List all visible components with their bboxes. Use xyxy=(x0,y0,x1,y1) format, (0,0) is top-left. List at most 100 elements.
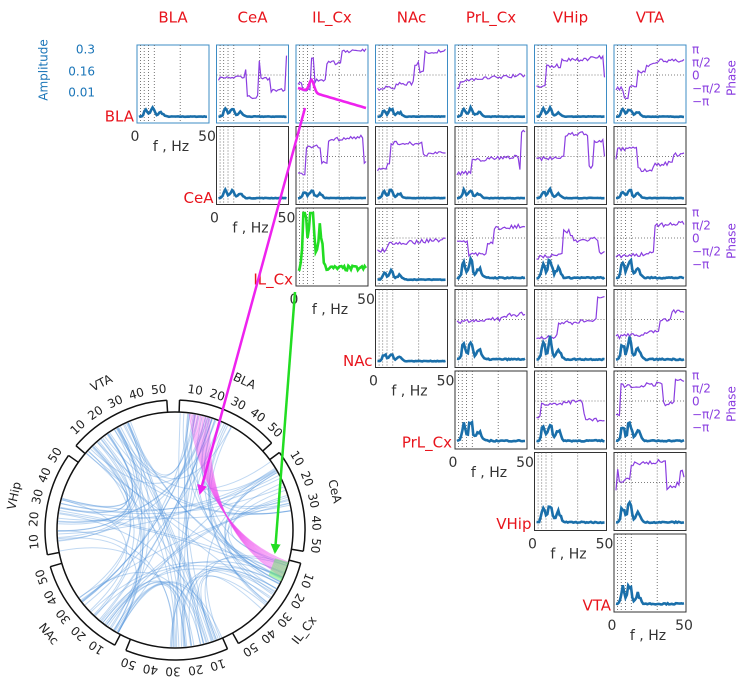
chord xyxy=(224,472,278,593)
panel-frame xyxy=(454,207,528,287)
highlight-band xyxy=(268,558,289,582)
freq-tick: 50 xyxy=(437,374,455,390)
chord xyxy=(90,561,280,613)
phase-tick: π xyxy=(692,206,699,220)
chord xyxy=(204,419,290,509)
panel xyxy=(613,207,687,287)
ring-tick: 40 xyxy=(309,515,324,531)
chord xyxy=(59,513,219,639)
row-label: CeA xyxy=(184,189,215,207)
ring-tick: 30 xyxy=(165,664,180,678)
chord xyxy=(191,414,281,583)
chord xyxy=(102,496,288,623)
ring-tick: 50 xyxy=(119,655,138,673)
freq-label: f , Hz xyxy=(312,302,348,318)
chord xyxy=(170,575,266,647)
panel xyxy=(534,126,607,205)
chord xyxy=(58,471,277,535)
panel-frame xyxy=(534,452,607,531)
chord xyxy=(169,566,280,647)
segment-arc xyxy=(278,452,306,552)
amplitude-curve xyxy=(616,188,685,200)
chord xyxy=(185,414,201,645)
chord xyxy=(227,482,283,582)
segment-edge xyxy=(47,551,60,556)
ring-tick: 30 xyxy=(29,488,46,506)
chord xyxy=(91,447,135,615)
panel-frame xyxy=(136,44,210,124)
chords xyxy=(57,413,291,648)
chord xyxy=(106,498,289,626)
chord xyxy=(180,568,277,647)
panel xyxy=(454,370,528,450)
panel-frame xyxy=(375,289,448,368)
ring-tick: 20 xyxy=(85,403,106,423)
chord xyxy=(117,583,205,644)
freq-tick: 0 xyxy=(528,537,537,553)
ring-tick: 20 xyxy=(208,386,227,404)
chord xyxy=(177,413,186,647)
segment-label: VHip xyxy=(4,481,24,511)
phase-tick: −π xyxy=(692,95,709,109)
chord xyxy=(101,580,195,646)
amplitude-label: Amplitude xyxy=(37,39,51,101)
amplitude-curve xyxy=(218,106,287,119)
amplitude-curve xyxy=(377,188,446,200)
chord xyxy=(102,568,272,623)
chord xyxy=(184,413,204,644)
chord xyxy=(196,570,274,644)
phase-curve xyxy=(377,140,446,172)
phase-curve xyxy=(217,55,288,100)
column-title: CeA xyxy=(238,9,269,27)
panel-frame xyxy=(613,452,687,531)
amplitude-curve xyxy=(456,254,526,281)
highlight-chord xyxy=(192,414,288,565)
row-label: VTA xyxy=(582,597,611,615)
chord xyxy=(116,427,212,642)
chord xyxy=(60,504,290,519)
panel xyxy=(534,370,607,450)
segment-arc xyxy=(179,399,273,444)
ring-tick: 10 xyxy=(86,638,106,658)
freq-label: f , Hz xyxy=(550,547,586,563)
freq-tick: 50 xyxy=(278,211,296,227)
column-title: BLA xyxy=(158,9,188,27)
amplitude-curve xyxy=(615,581,685,607)
chord xyxy=(117,426,232,480)
ring-tick: 50 xyxy=(265,420,286,441)
chord xyxy=(224,489,286,604)
chord xyxy=(109,414,196,478)
freq-tick: 0 xyxy=(131,129,140,145)
ring-tick: 10 xyxy=(287,448,307,468)
chord xyxy=(58,417,208,523)
amplitude-curve xyxy=(456,340,526,362)
panel xyxy=(295,44,369,124)
segment-arc xyxy=(238,563,302,645)
panel-frame xyxy=(295,44,369,124)
segment-edge xyxy=(166,400,169,413)
chord xyxy=(109,418,213,628)
panel xyxy=(534,452,607,531)
freq-tick: 0 xyxy=(449,455,458,471)
chord xyxy=(200,575,262,642)
chord xyxy=(58,429,136,525)
ring-tick: 10 xyxy=(67,417,88,438)
freq-tick: 50 xyxy=(198,129,216,145)
phase-curve xyxy=(457,223,526,258)
panel xyxy=(216,126,289,205)
amplitude-curve xyxy=(536,335,605,362)
chord xyxy=(57,433,133,532)
chord xyxy=(205,472,278,639)
chord xyxy=(57,530,175,648)
freq-label: f , Hz xyxy=(153,139,189,155)
amplitude-curve xyxy=(615,499,685,525)
chord xyxy=(58,537,137,633)
chord xyxy=(208,424,280,585)
row-label: NAc xyxy=(343,352,372,370)
phase-label: Phase xyxy=(725,60,739,96)
segment-edge xyxy=(231,632,240,644)
amplitude-curve xyxy=(456,104,526,119)
chord xyxy=(182,413,283,579)
segment-label: NAc xyxy=(36,620,62,647)
chord xyxy=(104,560,283,624)
